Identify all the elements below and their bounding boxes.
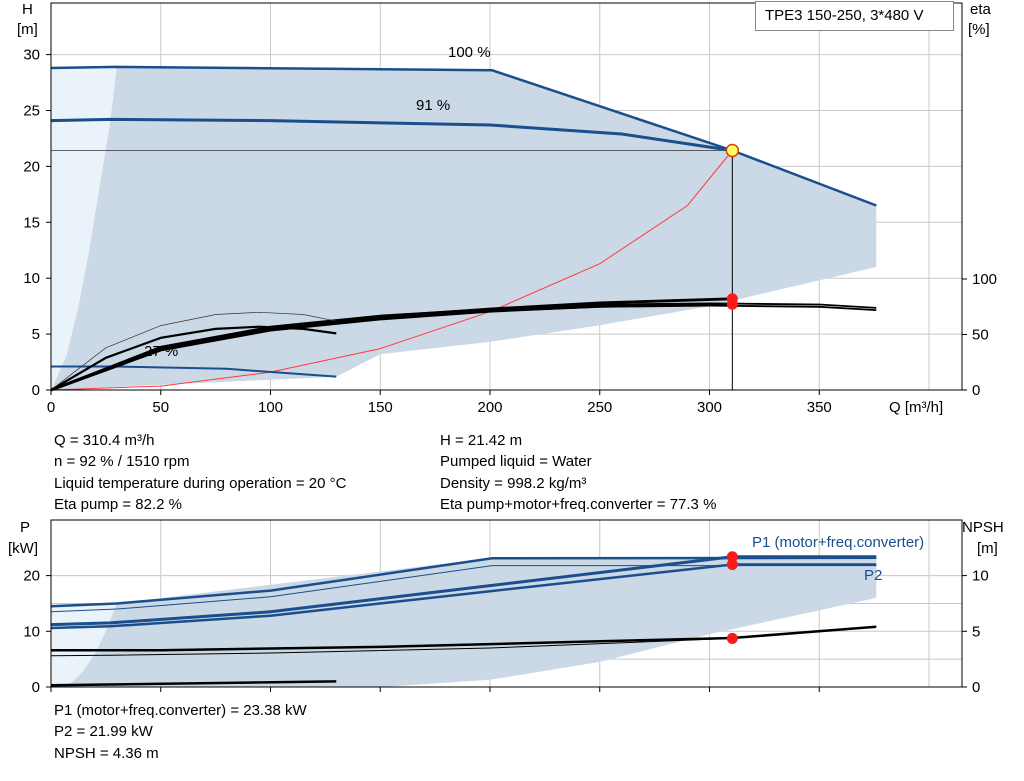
qh-y-label-line1: H [22,1,33,18]
npsh-tick-label: 5 [972,623,980,640]
p-tick-label: 0 [32,679,40,696]
h-tick-label: 15 [23,214,40,231]
x-tick-label: 350 [807,399,832,416]
speed-label-91: 91 % [416,97,450,114]
power-axes [50,519,963,688]
power-curves [50,551,877,687]
info-liquid: Pumped liquid = Water [440,453,592,471]
eta-total-curve-91 [50,297,733,392]
x-tick-label: 0 [47,399,55,416]
qh-curve-27 [51,365,337,378]
eta-tick-label: 50 [972,327,989,344]
npsh-tick-label: 0 [972,679,980,696]
qh-y-label-line2: [m] [17,21,38,38]
x-tick-label: 250 [587,399,612,416]
power-npsh-chart: 0 10 20 0 5 10 P [kW] NPSH [m] P1 (motor+freq… [8,519,1004,696]
qh-frame [50,2,963,391]
x-tick-label: 150 [368,399,393,416]
light-region [51,66,117,391]
speed-label-27: 27 % [144,343,178,360]
p-tick-label: 10 [23,623,40,640]
h-tick-label: 30 [23,47,40,64]
p-y-label-line2: [kW] [8,540,38,557]
x-tick-label: 100 [258,399,283,416]
qh-curve-100 [50,65,877,207]
speed-label-100: 100 % [448,44,491,61]
x-tick-label: 300 [697,399,722,416]
info-p1: P1 (motor+freq.converter) = 23.38 kW [54,702,307,719]
legend-p2: P2 [864,567,882,584]
power-curve-27 [50,680,337,687]
info-flow: Q = 310.4 m³/h [54,432,155,449]
operating-area [51,66,877,391]
duty-info-right: H = 21.42 m Pumped liquid = Water Densit… [440,430,716,515]
info-speed: n = 92 % / 1510 rpm [54,453,190,471]
eta-y-label-line1: eta [970,1,992,18]
x-tick-label: 50 [152,399,169,416]
p1-curve-100 [50,556,877,608]
duty-point-eta-marker [726,293,738,305]
npsh-y-label-line1: NPSH [962,519,1004,536]
x-tick-label: 200 [477,399,502,416]
npsh-tick-label: 10 [972,568,989,585]
info-temperature: Liquid temperature during operation = 20… [54,474,347,492]
info-density: Density = 998.2 kg/m³ [440,474,587,492]
qh-axes [50,2,963,391]
power-tick-labels: 0 10 20 0 5 10 [23,568,988,696]
power-frame [50,519,963,688]
eta-tick-label: 0 [972,382,980,399]
duty-point-marker [725,143,740,158]
eta-total-curve-27 [50,311,337,391]
npsh-duty-marker [726,632,738,644]
legend-p1: P1 (motor+freq.converter) [752,534,924,551]
qh-curve-91 [50,117,733,152]
pump-title: TPE3 150-250, 3*480 V [765,7,924,24]
p2-curve-91 [50,563,877,630]
p2-duty-marker [726,559,738,571]
pump-title-box: TPE3 150-250, 3*480 V [755,1,954,31]
info-eta-pump: Eta pump = 82.2 % [54,495,182,513]
p2-curve-100 [50,565,877,613]
eta-y-label-line2: [%] [968,21,990,38]
qh-curves [50,65,877,392]
p-y-label-line1: P [20,519,30,536]
info-npsh: NPSH = 4.36 m [54,744,159,762]
p1-duty-marker [726,551,738,563]
info-p2: P2 = 21.99 kW [54,723,153,741]
npsh-y-label-line2: [m] [977,540,998,557]
npsh-curve-91 [50,637,733,657]
h-tick-label: 25 [23,103,40,120]
q-axis-label: Q [m³/h] [889,399,943,416]
p-tick-label: 20 [23,568,40,585]
duty-info-left: Q = 310.4 m³/h n = 92 % / 1510 rpm Liqui… [54,430,346,515]
info-head: H = 21.42 m [440,432,523,449]
qh-chart: 0 50 100 150 200 250 300 350051015202530050100 … [17,1,997,416]
power-info: P1 (motor+freq.converter) = 23.38 kW P2 … [54,700,307,764]
eta-pump-curve-27 [50,325,337,391]
p1-curve-91 [50,555,877,627]
eta-pump-curve-91 [50,302,733,392]
h-tick-label: 10 [23,270,40,287]
qh-operating-area [51,66,877,391]
control-curve [50,150,733,391]
info-eta-total: Eta pump+motor+freq.converter = 77.3 % [440,495,717,513]
eta-tick-label: 100 [972,271,997,288]
h-tick-label: 20 [23,158,40,175]
h-tick-label: 5 [32,326,40,343]
h-tick-label: 0 [32,382,40,399]
